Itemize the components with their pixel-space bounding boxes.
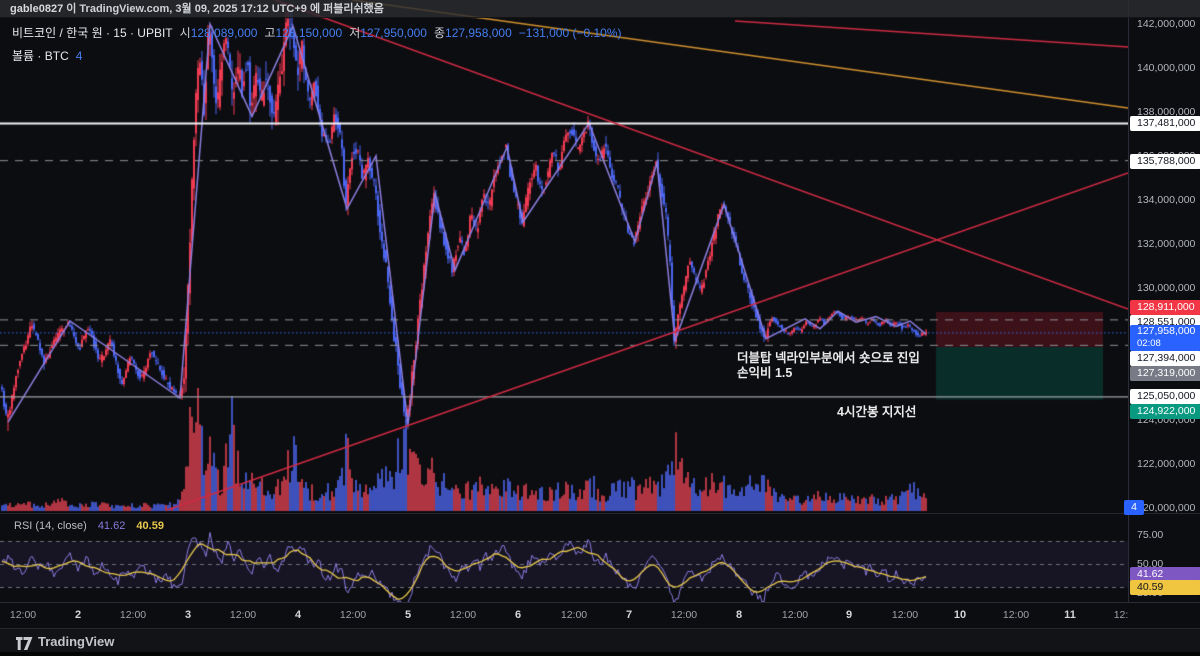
short-entry-line1: 더블탑 넥라인부분에서 숏으로 진입 [737, 351, 920, 365]
axis-tick-label: 134,000,000 [1137, 194, 1196, 206]
axis-price-badge: 127,958,000 02:08 [1130, 325, 1200, 351]
time-tick-label: 11 [1064, 609, 1076, 621]
time-tick-label: 12:00 [891, 609, 919, 621]
chart-legend: 비트코인 / 한국 원 · 15 · UPBIT 시128,089,000 고1… [12, 24, 622, 64]
low-value: 127,950,000 [360, 26, 427, 40]
time-tick-label: 12:00 [670, 609, 698, 621]
close-value: 127,958,000 [445, 26, 512, 40]
close-label: 종 [433, 26, 446, 40]
publish-info: 이 TradingView.com, 3월 09, 2025 17:12 UTC… [63, 3, 384, 15]
short-entry-annotation[interactable]: 더블탑 넥라인부분에서 숏으로 진입 손익비 1.5 [737, 351, 920, 381]
support-label: 4시간봉 지지선 [837, 405, 917, 419]
time-tick-label: 9 [845, 609, 853, 621]
time-tick-label: 2 [74, 609, 82, 621]
pane-divider[interactable] [0, 513, 1200, 514]
symbol-title[interactable]: 비트코인 / 한국 원 · 15 · UPBIT [12, 26, 173, 40]
axis-price-badge: 41.62 [1130, 566, 1200, 582]
time-tick-label: 12:00 [781, 609, 809, 621]
short-entry-line2: 손익비 1.5 [737, 366, 793, 380]
time-tick-label: 12:00 [449, 609, 477, 621]
axis-tick-label: 120,000,000 [1137, 502, 1196, 514]
axis-tick-label: 138,000,000 [1137, 106, 1196, 118]
volume-row[interactable]: 볼륨 · BTC 4 [12, 47, 622, 64]
time-tick-label: 12:00 [229, 609, 257, 621]
time-tick-label: 3 [184, 609, 192, 621]
axis-tick-label: 140,000,000 [1137, 62, 1196, 74]
axis-price-badge: 135,788,000 [1130, 153, 1200, 169]
time-tick-label: 12:00 [9, 609, 37, 621]
time-tick-label: 12:00 [1002, 609, 1030, 621]
axis-tick-label: 122,000,000 [1137, 458, 1196, 470]
time-tick-label: 12: [1113, 609, 1129, 621]
bottom-strip [0, 652, 1200, 656]
low-label: 저 [349, 26, 361, 40]
change-value: −131,000 (−0.10%) [518, 26, 622, 40]
time-tick-label: 5 [404, 609, 412, 621]
tradingview-logo-icon[interactable] [16, 637, 33, 650]
time-tick-label: 12:00 [560, 609, 588, 621]
price-scale[interactable]: 142,000,000140,000,000138,000,000136,000… [1124, 0, 1200, 602]
tradingview-brand[interactable]: TradingView [38, 634, 115, 649]
time-scale[interactable]: 12:00 2 12:00 3 12:00 4 12:00 5 12:00 6 12:00 7 12:0… [0, 602, 1200, 629]
publisher-username: gable0827 [10, 3, 64, 15]
axis-price-badge: 137,481,000 [1130, 115, 1200, 131]
axis-tick-label: 75.00 [1137, 529, 1164, 541]
time-tick-label: 7 [625, 609, 633, 621]
axis-price-badge: 128,911,000 [1130, 299, 1200, 315]
volume-value: 4 [75, 49, 83, 63]
symbol-row[interactable]: 비트코인 / 한국 원 · 15 · UPBIT 시128,089,000 고1… [12, 24, 622, 42]
axis-price-badge: 4 [1124, 499, 1144, 515]
high-value: 128,150,000 [275, 26, 343, 40]
footer-bar: TradingView [0, 628, 1200, 656]
time-tick-label: 8 [735, 609, 743, 621]
time-tick-label: 12:00 [339, 609, 367, 621]
time-tick-label: 4 [294, 609, 302, 621]
rsi-value: 41.62 [97, 520, 126, 532]
axis-price-badge: 40.59 [1130, 579, 1200, 595]
high-label: 고 [264, 26, 276, 40]
chart-canvas[interactable] [0, 0, 1128, 602]
axis-price-badge: 127,319,000 [1130, 365, 1200, 381]
rsi-ma-value: 40.59 [136, 520, 164, 532]
time-tick-label: 12:00 [119, 609, 147, 621]
open-label: 시 [179, 26, 191, 40]
rsi-legend[interactable]: RSI (14, close) 41.62 40.59 [14, 520, 164, 532]
time-tick-label: 10 [953, 609, 967, 621]
axis-price-badge: 127,394,000 [1130, 350, 1200, 366]
rsi-title: RSI (14, close) [14, 520, 87, 532]
support-annotation[interactable]: 4시간봉 지지선 [837, 405, 916, 420]
publish-bar: gable0827 이 TradingView.com, 3월 09, 2025… [0, 0, 1200, 18]
axis-price-badge: 124,922,000 [1130, 403, 1200, 419]
axis-tick-label: 132,000,000 [1137, 238, 1196, 250]
axis-tick-label: 142,000,000 [1137, 18, 1196, 30]
volume-label: 볼륨 · BTC [12, 49, 69, 63]
axis-price-badge: 125,050,000 [1130, 388, 1200, 404]
time-tick-label: 6 [514, 609, 522, 621]
axis-tick-label: 130,000,000 [1137, 282, 1196, 294]
open-value: 128,089,000 [190, 26, 258, 40]
